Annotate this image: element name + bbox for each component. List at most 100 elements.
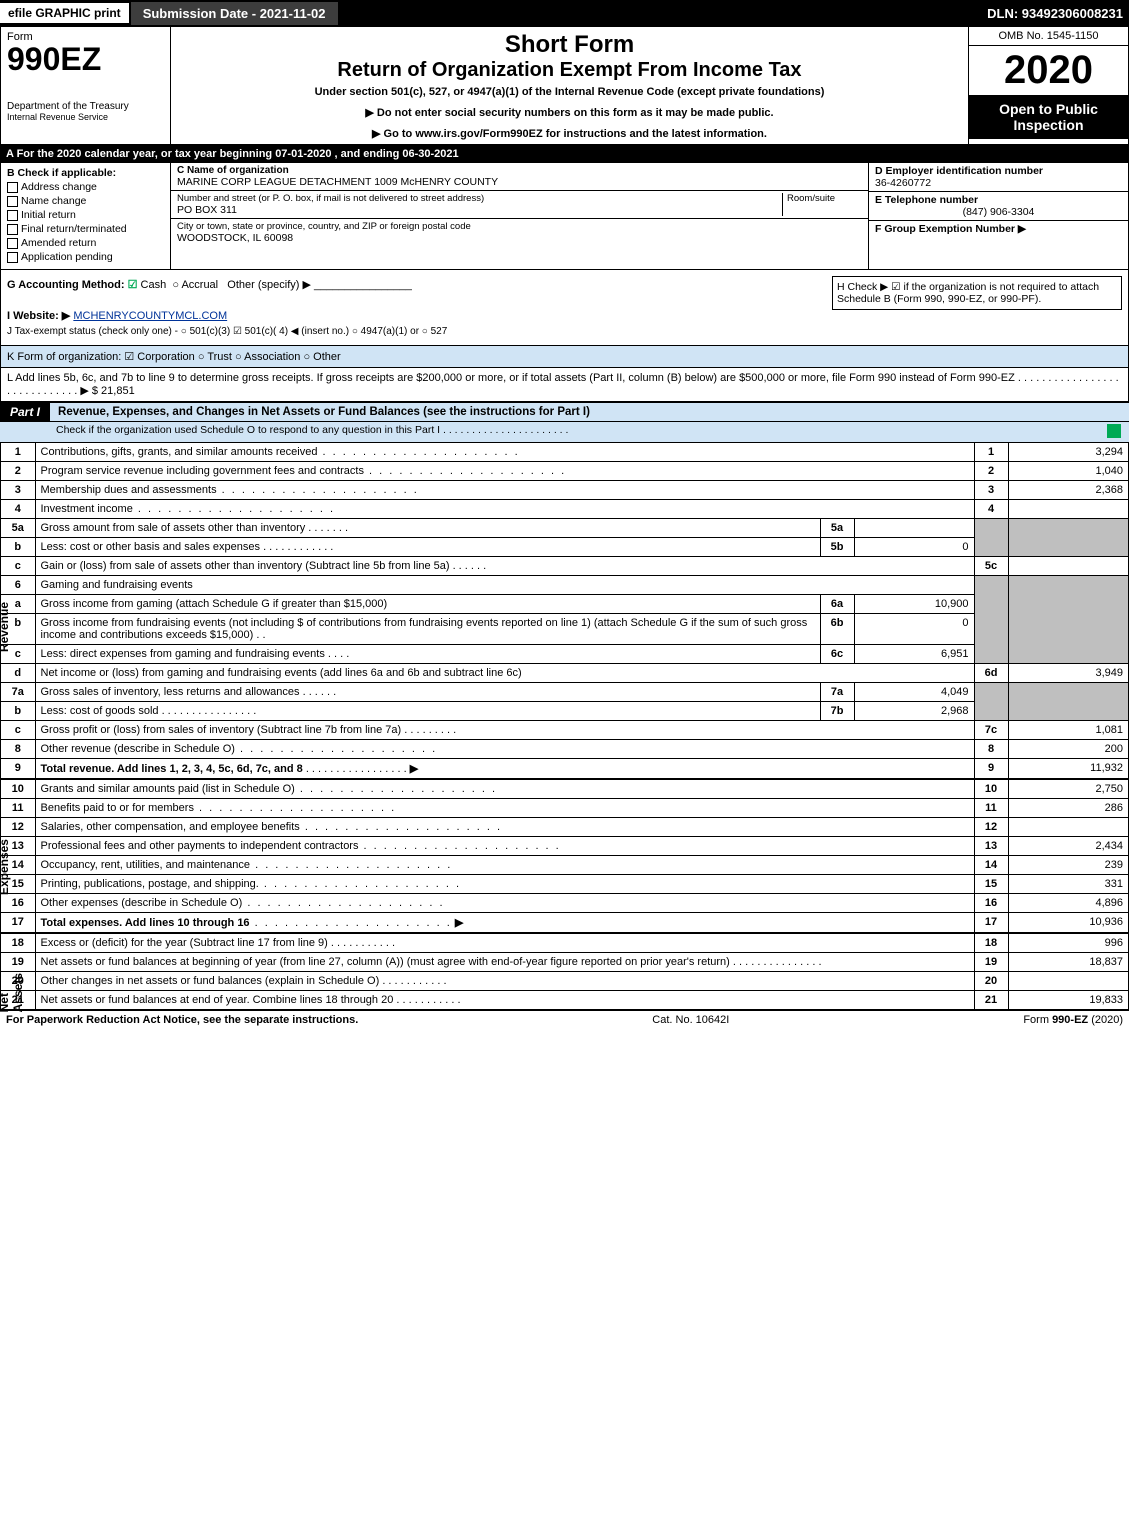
line-value: 1,040 <box>1008 462 1128 481</box>
sub-value <box>854 519 974 538</box>
topbar: efile GRAPHIC print Submission Date - 20… <box>0 0 1129 26</box>
ein-label: D Employer identification number <box>875 165 1122 177</box>
org-name: MARINE CORP LEAGUE DETACHMENT 1009 McHEN… <box>177 176 862 188</box>
line-desc: Gross profit or (loss) from sales of inv… <box>41 724 402 736</box>
line-desc: Gross income from gaming (attach Schedul… <box>41 598 388 610</box>
table-row: 8Other revenue (describe in Schedule O)8… <box>1 740 1128 759</box>
line-value: 19,833 <box>1008 991 1128 1010</box>
line-desc: Grants and similar amounts paid (list in… <box>41 783 295 795</box>
schedule-o-checkbox[interactable] <box>1107 424 1121 438</box>
sub-value: 0 <box>854 538 974 557</box>
cb-initial-return[interactable]: Initial return <box>7 209 164 221</box>
table-row: 4Investment income4 <box>1 500 1128 519</box>
g-other-label: Other (specify) ▶ <box>227 279 311 291</box>
line-j: J Tax-exempt status (check only one) - ○… <box>7 326 1122 337</box>
revenue-side-label: Revenue <box>0 602 11 652</box>
table-row: 20Other changes in net assets or fund ba… <box>1 972 1128 991</box>
omb-number: OMB No. 1545-1150 <box>969 27 1128 46</box>
line-l-value: $ 21,851 <box>92 385 135 397</box>
line-desc: Salaries, other compensation, and employ… <box>41 821 300 833</box>
goto-link[interactable]: ▶ Go to www.irs.gov/Form990EZ for instru… <box>181 127 958 140</box>
table-row: cGain or (loss) from sale of assets othe… <box>1 557 1128 576</box>
line-desc: Total revenue. Add lines 1, 2, 3, 4, 5c,… <box>41 763 303 775</box>
line-value <box>1008 557 1128 576</box>
line-value <box>1008 818 1128 837</box>
line-l: L Add lines 5b, 6c, and 7b to line 9 to … <box>0 368 1129 402</box>
sub-value: 10,900 <box>854 595 974 614</box>
expenses-section: Expenses 10Grants and similar amounts pa… <box>0 779 1129 933</box>
line-value: 11,932 <box>1008 759 1128 779</box>
cb-initial-return-label: Initial return <box>21 209 76 221</box>
part1-header: Part I Revenue, Expenses, and Changes in… <box>0 402 1129 422</box>
table-row: 21Net assets or fund balances at end of … <box>1 991 1128 1010</box>
org-name-row: C Name of organization MARINE CORP LEAGU… <box>171 163 868 191</box>
part1-tag: Part I <box>0 402 50 422</box>
footer-mid: Cat. No. 10642I <box>652 1014 729 1026</box>
section-b-middle: C Name of organization MARINE CORP LEAGU… <box>171 163 868 269</box>
sub-label: 6b <box>820 614 854 645</box>
line-desc: Gain or (loss) from sale of assets other… <box>41 560 450 572</box>
address-value: PO BOX 311 <box>177 204 782 216</box>
website-link[interactable]: MCHENRYCOUNTYMCL.COM <box>73 310 227 322</box>
table-row: bGross income from fundraising events (n… <box>1 614 1128 645</box>
line-desc: Gaming and fundraising events <box>35 576 974 595</box>
line-desc: Net assets or fund balances at end of ye… <box>41 994 394 1006</box>
tax-year-line-a: A For the 2020 calendar year, or tax yea… <box>0 145 1129 163</box>
cb-name-change-label: Name change <box>21 195 86 207</box>
table-row: 9Total revenue. Add lines 1, 2, 3, 4, 5c… <box>1 759 1128 779</box>
line-desc: Occupancy, rent, utilities, and maintena… <box>41 859 251 871</box>
line-value: 2,750 <box>1008 780 1128 799</box>
efile-print-button[interactable]: efile GRAPHIC print <box>0 3 129 23</box>
line-desc: Less: direct expenses from gaming and fu… <box>41 648 325 660</box>
header-right: OMB No. 1545-1150 2020 Open to Public In… <box>968 27 1128 144</box>
title-short-form: Short Form <box>181 31 958 59</box>
sub-label: 6c <box>820 645 854 664</box>
header-center: Short Form Return of Organization Exempt… <box>171 27 968 144</box>
cb-final-return[interactable]: Final return/terminated <box>7 223 164 235</box>
line-value: 239 <box>1008 856 1128 875</box>
line-value: 331 <box>1008 875 1128 894</box>
phone-value: (847) 906-3304 <box>875 206 1122 218</box>
i-label: I Website: ▶ <box>7 310 70 322</box>
line-desc: Gross amount from sale of assets other t… <box>41 522 306 534</box>
line-value <box>1008 972 1128 991</box>
line-desc: Net assets or fund balances at beginning… <box>41 956 730 968</box>
phone-label: E Telephone number <box>875 194 1122 206</box>
irs-label: Internal Revenue Service <box>7 112 164 122</box>
cb-name-change[interactable]: Name change <box>7 195 164 207</box>
g-label: G Accounting Method: <box>7 279 125 291</box>
cb-address-change[interactable]: Address change <box>7 181 164 193</box>
netassets-side-label: Net Assets <box>0 973 25 1012</box>
city-value: WOODSTOCK, IL 60098 <box>177 232 862 244</box>
line-value: 4,896 <box>1008 894 1128 913</box>
sub-value: 2,968 <box>854 702 974 721</box>
tax-year: 2020 <box>969 46 1128 95</box>
line-desc: Other revenue (describe in Schedule O) <box>41 743 235 755</box>
h-box: H Check ▶ ☑ if the organization is not r… <box>832 276 1122 310</box>
line-value: 3,294 <box>1008 443 1128 462</box>
department-label: Department of the Treasury <box>7 101 164 112</box>
table-row: 18Excess or (deficit) for the year (Subt… <box>1 934 1128 953</box>
table-row: 7aGross sales of inventory, less returns… <box>1 683 1128 702</box>
goto-text: ▶ Go to www.irs.gov/Form990EZ for instru… <box>372 128 767 140</box>
line-value: 200 <box>1008 740 1128 759</box>
line-desc: Excess or (deficit) for the year (Subtra… <box>41 937 328 949</box>
table-row: 15Printing, publications, postage, and s… <box>1 875 1128 894</box>
line-desc: Less: cost or other basis and sales expe… <box>41 541 261 553</box>
cb-application-pending[interactable]: Application pending <box>7 251 164 263</box>
netassets-table: 18Excess or (deficit) for the year (Subt… <box>1 933 1128 1010</box>
cb-amended-return[interactable]: Amended return <box>7 237 164 249</box>
line-desc: Less: cost of goods sold <box>41 705 159 717</box>
g-cash-label: Cash <box>141 279 167 291</box>
revenue-section: Revenue 1Contributions, gifts, grants, a… <box>0 442 1129 779</box>
do-not-enter-text: ▶ Do not enter social security numbers o… <box>181 106 958 119</box>
address-label: Number and street (or P. O. box, if mail… <box>177 193 782 204</box>
line-desc: Gross sales of inventory, less returns a… <box>41 686 300 698</box>
b-check-label: B Check if applicable: <box>7 167 164 179</box>
line-desc: Net income or (loss) from gaming and fun… <box>41 667 522 679</box>
table-row: 12Salaries, other compensation, and empl… <box>1 818 1128 837</box>
line-desc: Program service revenue including govern… <box>41 465 364 477</box>
line-desc: Benefits paid to or for members <box>41 802 194 814</box>
under-section-text: Under section 501(c), 527, or 4947(a)(1)… <box>181 86 958 98</box>
table-row: 5aGross amount from sale of assets other… <box>1 519 1128 538</box>
